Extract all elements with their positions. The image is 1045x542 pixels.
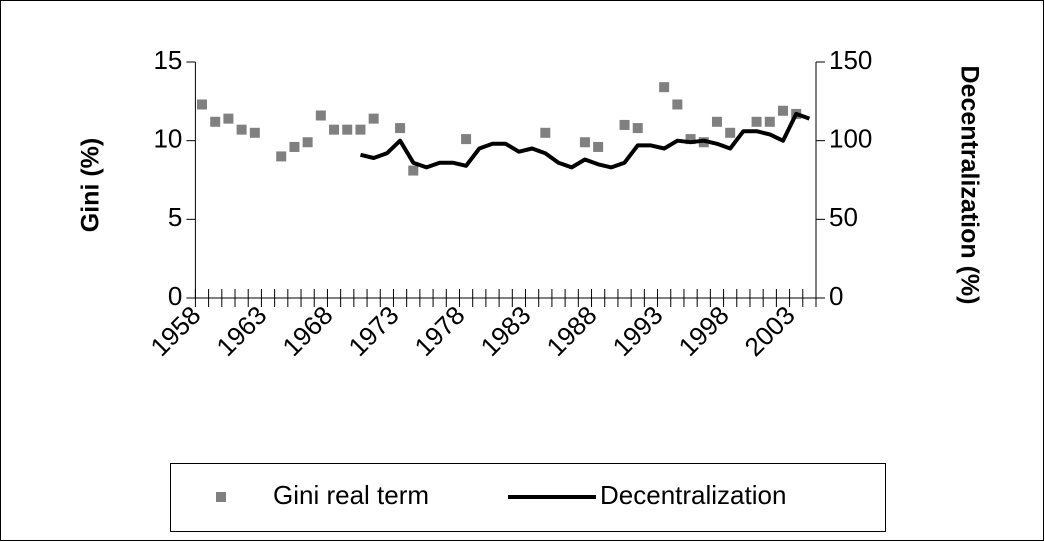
gini-point [329,124,340,135]
decentralization-line [360,111,811,170]
gini-point [342,124,353,135]
gini-point [408,165,419,176]
gini-point [315,110,326,121]
y2-tick-label: 0 [829,281,843,311]
gini-point [711,116,722,127]
y-tick-label: 5 [168,202,182,232]
y-axis-label: Gini (%) [77,138,105,232]
legend-marker [216,492,226,502]
gini-point [236,124,247,135]
y2-tick-label: 100 [829,124,872,154]
gini-point [764,116,775,127]
gini-point [249,127,260,138]
gini-point [751,116,762,127]
gini-point [725,127,736,138]
gini-point [302,137,313,148]
gini-point [540,127,551,138]
legend-label: Decentralization [600,480,786,510]
y-tick-label: 15 [153,45,182,75]
gini-point [632,123,643,134]
gini-point [659,82,670,93]
y-tick-label: 0 [168,281,182,311]
gini-point [223,113,234,124]
gini-point [593,141,604,152]
gini-point [777,105,788,116]
gini-point [672,99,683,110]
gini-point [395,123,406,134]
gini-point [619,119,630,130]
gini-point [685,134,696,145]
gini-point [197,99,208,110]
gini-point [276,151,287,162]
gini-point [368,113,379,124]
gini-point [289,141,300,152]
gini-point [579,137,590,148]
y2-axis-label: Decentralization (%) [955,66,983,305]
gini-point [355,124,366,135]
gini-point [461,134,472,145]
legend-label: Gini real term [273,480,429,510]
y2-tick-label: 50 [829,202,858,232]
y2-tick-label: 150 [829,45,872,75]
y-tick-label: 10 [153,124,182,154]
gini-point [210,116,221,127]
